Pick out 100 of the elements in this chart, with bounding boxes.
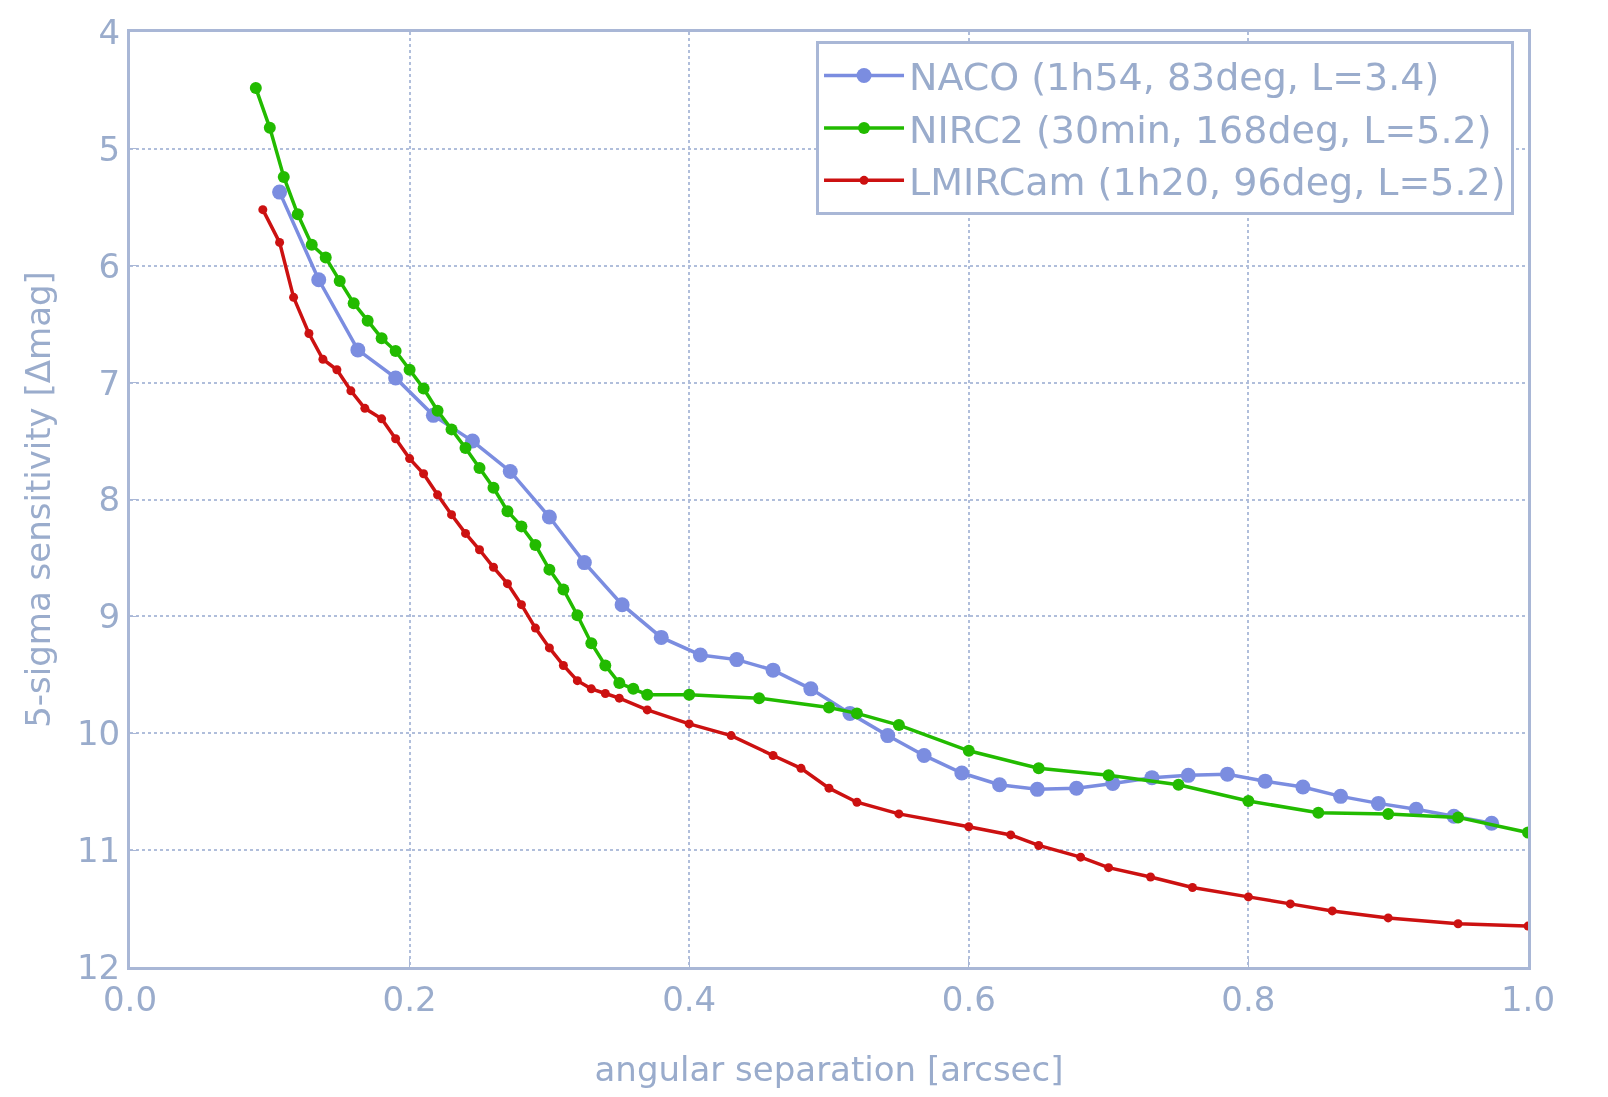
point <box>803 681 819 697</box>
point <box>1104 863 1114 873</box>
point <box>1180 767 1196 783</box>
point <box>431 404 444 417</box>
point <box>515 520 528 533</box>
point <box>502 463 518 479</box>
point <box>892 719 905 732</box>
x-tick-label: 0.4 <box>662 978 717 1019</box>
point <box>543 563 556 576</box>
point <box>258 205 268 215</box>
point <box>1219 766 1235 782</box>
point <box>641 688 654 701</box>
point <box>852 797 862 807</box>
point <box>405 454 415 464</box>
point <box>585 637 598 650</box>
point <box>1187 883 1197 893</box>
point <box>823 701 835 714</box>
point <box>1370 795 1386 811</box>
point <box>600 689 610 699</box>
point <box>391 434 401 444</box>
point <box>558 660 568 670</box>
x-axis-title: angular separation [arcsec] <box>594 1049 1064 1089</box>
x-tick-label: 0.2 <box>382 978 437 1019</box>
point <box>475 545 484 555</box>
point <box>459 442 472 455</box>
point <box>502 579 512 589</box>
point <box>529 539 542 552</box>
legend-label: LMIRCam (1h20, 96deg, L=5.2) <box>909 160 1506 205</box>
y-tick-label: 10 <box>76 713 121 754</box>
y-tick-label: 8 <box>98 479 121 520</box>
point <box>576 555 592 571</box>
point <box>1243 892 1253 902</box>
point <box>962 744 975 757</box>
point <box>1453 919 1463 929</box>
point <box>1242 795 1255 808</box>
point <box>275 237 285 247</box>
x-tick-label: 0.8 <box>1221 978 1276 1019</box>
point <box>347 297 360 310</box>
point <box>488 562 498 572</box>
point <box>768 750 778 760</box>
point <box>1333 788 1349 804</box>
point <box>544 643 554 653</box>
point <box>445 423 458 436</box>
point <box>1452 811 1465 824</box>
point <box>614 597 630 613</box>
point <box>1146 872 1156 882</box>
point <box>586 684 596 694</box>
point <box>360 403 370 413</box>
point <box>1285 899 1295 909</box>
point <box>692 647 708 663</box>
y-tick-label: 6 <box>98 245 121 286</box>
point <box>333 274 346 287</box>
point <box>501 505 514 518</box>
point <box>753 692 766 705</box>
point <box>419 469 429 479</box>
point <box>614 693 624 703</box>
point <box>389 345 402 358</box>
point <box>916 747 932 763</box>
point <box>894 809 904 819</box>
point <box>289 292 299 302</box>
point <box>388 370 404 386</box>
point <box>729 652 745 668</box>
point <box>318 354 328 364</box>
point <box>572 676 582 686</box>
point <box>530 623 540 633</box>
y-tick-label: 5 <box>98 128 121 169</box>
point <box>1032 762 1045 775</box>
point <box>824 783 834 793</box>
point <box>765 662 781 678</box>
point <box>487 481 500 494</box>
point <box>1383 913 1393 923</box>
legend-label: NIRC2 (30min, 168deg, L=5.2) <box>909 107 1492 152</box>
point <box>311 272 327 288</box>
point <box>1172 778 1185 791</box>
point <box>683 688 696 701</box>
point <box>541 509 557 525</box>
point <box>1006 830 1016 840</box>
y-tick-label: 9 <box>98 596 121 637</box>
point <box>1257 773 1273 789</box>
point <box>433 490 443 500</box>
x-tick-label: 1.0 <box>1500 978 1556 1019</box>
point <box>305 238 318 251</box>
x-tick-label: 0.6 <box>941 978 996 1019</box>
point <box>375 332 388 345</box>
point <box>403 363 416 376</box>
point <box>447 510 457 520</box>
point <box>964 822 974 832</box>
point <box>332 365 342 375</box>
point <box>571 609 584 622</box>
y-axis-title: 5-sigma sensitivity [Δmag] <box>18 271 58 728</box>
point <box>880 728 896 744</box>
point <box>1295 779 1311 795</box>
point <box>613 676 626 689</box>
y-tick-label: 4 <box>98 11 121 52</box>
point <box>417 382 430 395</box>
point <box>992 777 1008 793</box>
point <box>272 184 288 200</box>
point <box>1102 769 1115 782</box>
point <box>1076 852 1086 862</box>
point <box>516 600 526 610</box>
